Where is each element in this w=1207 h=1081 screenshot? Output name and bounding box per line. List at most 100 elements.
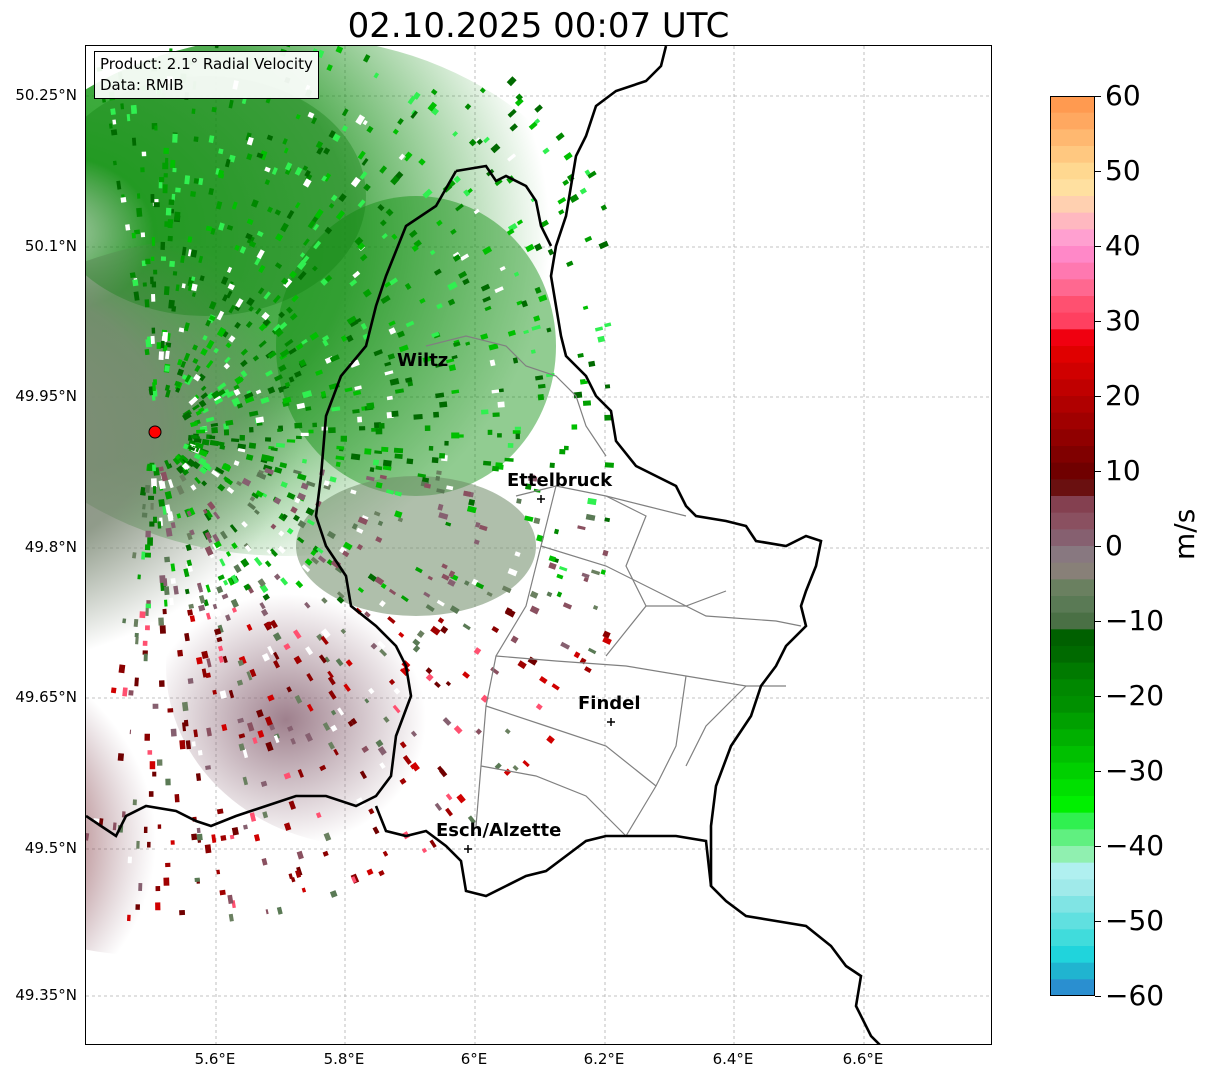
country-border	[86, 46, 881, 1044]
product-label: Product: 2.1° Radial Velocity	[100, 55, 313, 73]
data-source-label: Data: RMIB	[100, 76, 184, 94]
colorbar-band	[1050, 179, 1095, 197]
city-label-ettelbruck: Ettelbruck	[507, 470, 613, 491]
colorbar-band	[1050, 862, 1095, 880]
colorbar-band	[1050, 979, 1095, 996]
colorbar-band	[1050, 162, 1095, 180]
lon-tick: 5.6°E	[194, 1050, 236, 1068]
colorbar-tick-mark	[1095, 696, 1101, 697]
colorbar-band	[1050, 312, 1095, 330]
colorbar-band	[1050, 362, 1095, 380]
lat-tick: 50.1°N	[24, 237, 77, 255]
colorbar-tick-mark	[1095, 246, 1101, 247]
colorbar-band	[1050, 662, 1095, 680]
colorbar-band	[1050, 929, 1095, 947]
colorbar-band	[1050, 479, 1095, 497]
radar-map-canvas	[86, 46, 991, 1044]
lon-tick: 5.8°E	[323, 1050, 365, 1068]
colorbar-tick-label: −60	[1105, 979, 1165, 1012]
colorbar-band	[1050, 296, 1095, 314]
colorbar-tick-mark	[1095, 921, 1101, 922]
colorbar-tick-label: 60	[1105, 79, 1141, 112]
canton-borders	[425, 335, 802, 837]
colorbar-tick-label: 0	[1105, 529, 1123, 562]
colorbar-tick-label: 10	[1105, 454, 1141, 487]
colorbar-tick-label: −50	[1105, 904, 1165, 937]
colorbar-tick-label: −40	[1105, 829, 1165, 862]
colorbar-tick-label: −20	[1105, 679, 1165, 712]
colorbar-band	[1050, 846, 1095, 864]
colorbar-band	[1050, 329, 1095, 347]
map-title: 02.10.2025 00:07 UTC	[347, 6, 730, 46]
colorbar-tick-label: −30	[1105, 754, 1165, 787]
colorbar-band	[1050, 912, 1095, 930]
colorbar-band	[1050, 679, 1095, 697]
colorbar-band	[1050, 762, 1095, 780]
lat-tick: 50.25°N	[15, 86, 77, 104]
product-info-box: Product: 2.1° Radial Velocity Data: RMIB	[94, 51, 319, 99]
colorbar-tick-label: −10	[1105, 604, 1165, 637]
lat-tick: 49.35°N	[15, 986, 77, 1004]
colorbar-band	[1050, 946, 1095, 964]
colorbar-band	[1050, 629, 1095, 647]
colorbar-band	[1050, 896, 1095, 914]
colorbar-tick-mark	[1095, 621, 1101, 622]
colorbar-band	[1050, 212, 1095, 230]
radar-site-marker	[148, 425, 162, 439]
colorbar-band	[1050, 746, 1095, 764]
colorbar-tick-mark	[1095, 321, 1101, 322]
colorbar-band	[1050, 379, 1095, 397]
colorbar-band	[1050, 829, 1095, 847]
colorbar-band	[1050, 346, 1095, 364]
colorbar-band	[1050, 96, 1095, 114]
lat-tick: 49.65°N	[15, 688, 77, 706]
colorbar-band	[1050, 396, 1095, 414]
lon-tick: 6.6°E	[842, 1050, 884, 1068]
colorbar-band	[1050, 246, 1095, 264]
city-label-findel: Findel	[578, 693, 641, 714]
colorbar-tick-label: 40	[1105, 229, 1141, 262]
colorbar-tick-mark	[1095, 846, 1101, 847]
colorbar-tick-mark	[1095, 171, 1101, 172]
lat-tick: 49.95°N	[15, 387, 77, 405]
colorbar-band	[1050, 529, 1095, 547]
colorbar-unit-label: m/s	[1168, 508, 1201, 560]
colorbar-band	[1050, 262, 1095, 280]
colorbar-band	[1050, 546, 1095, 564]
velocity-colorbar	[1050, 96, 1095, 996]
colorbar-band	[1050, 779, 1095, 797]
colorbar-band	[1050, 496, 1095, 514]
colorbar-band	[1050, 462, 1095, 480]
colorbar-band	[1050, 129, 1095, 147]
colorbar-band	[1050, 712, 1095, 730]
lon-tick: 6°E	[460, 1050, 488, 1068]
colorbar-band	[1050, 596, 1095, 614]
colorbar-tick-mark	[1095, 996, 1101, 997]
colorbar-band	[1050, 446, 1095, 464]
colorbar-band	[1050, 729, 1095, 747]
colorbar-band	[1050, 512, 1095, 530]
colorbar-tick-label: 30	[1105, 304, 1141, 337]
city-label-wiltz: Wiltz	[397, 350, 449, 371]
lon-tick: 6.2°E	[583, 1050, 625, 1068]
colorbar-tick-label: 20	[1105, 379, 1141, 412]
colorbar-band	[1050, 612, 1095, 630]
colorbar-tick-mark	[1095, 471, 1101, 472]
colorbar-tick-mark	[1095, 396, 1101, 397]
colorbar-band	[1050, 962, 1095, 980]
colorbar-band	[1050, 279, 1095, 297]
lon-tick: 6.4°E	[712, 1050, 754, 1068]
colorbar-tick-mark	[1095, 771, 1101, 772]
colorbar-tick-mark	[1095, 546, 1101, 547]
colorbar-band	[1050, 879, 1095, 897]
lat-tick: 49.5°N	[24, 839, 77, 857]
colorbar-band	[1050, 812, 1095, 830]
colorbar-band	[1050, 112, 1095, 130]
colorbar-band	[1050, 196, 1095, 214]
colorbar-band	[1050, 412, 1095, 430]
colorbar-tick-label: 50	[1105, 154, 1141, 187]
colorbar-band	[1050, 229, 1095, 247]
colorbar-band	[1050, 146, 1095, 164]
radar-map[interactable]	[85, 45, 992, 1045]
colorbar-band	[1050, 696, 1095, 714]
